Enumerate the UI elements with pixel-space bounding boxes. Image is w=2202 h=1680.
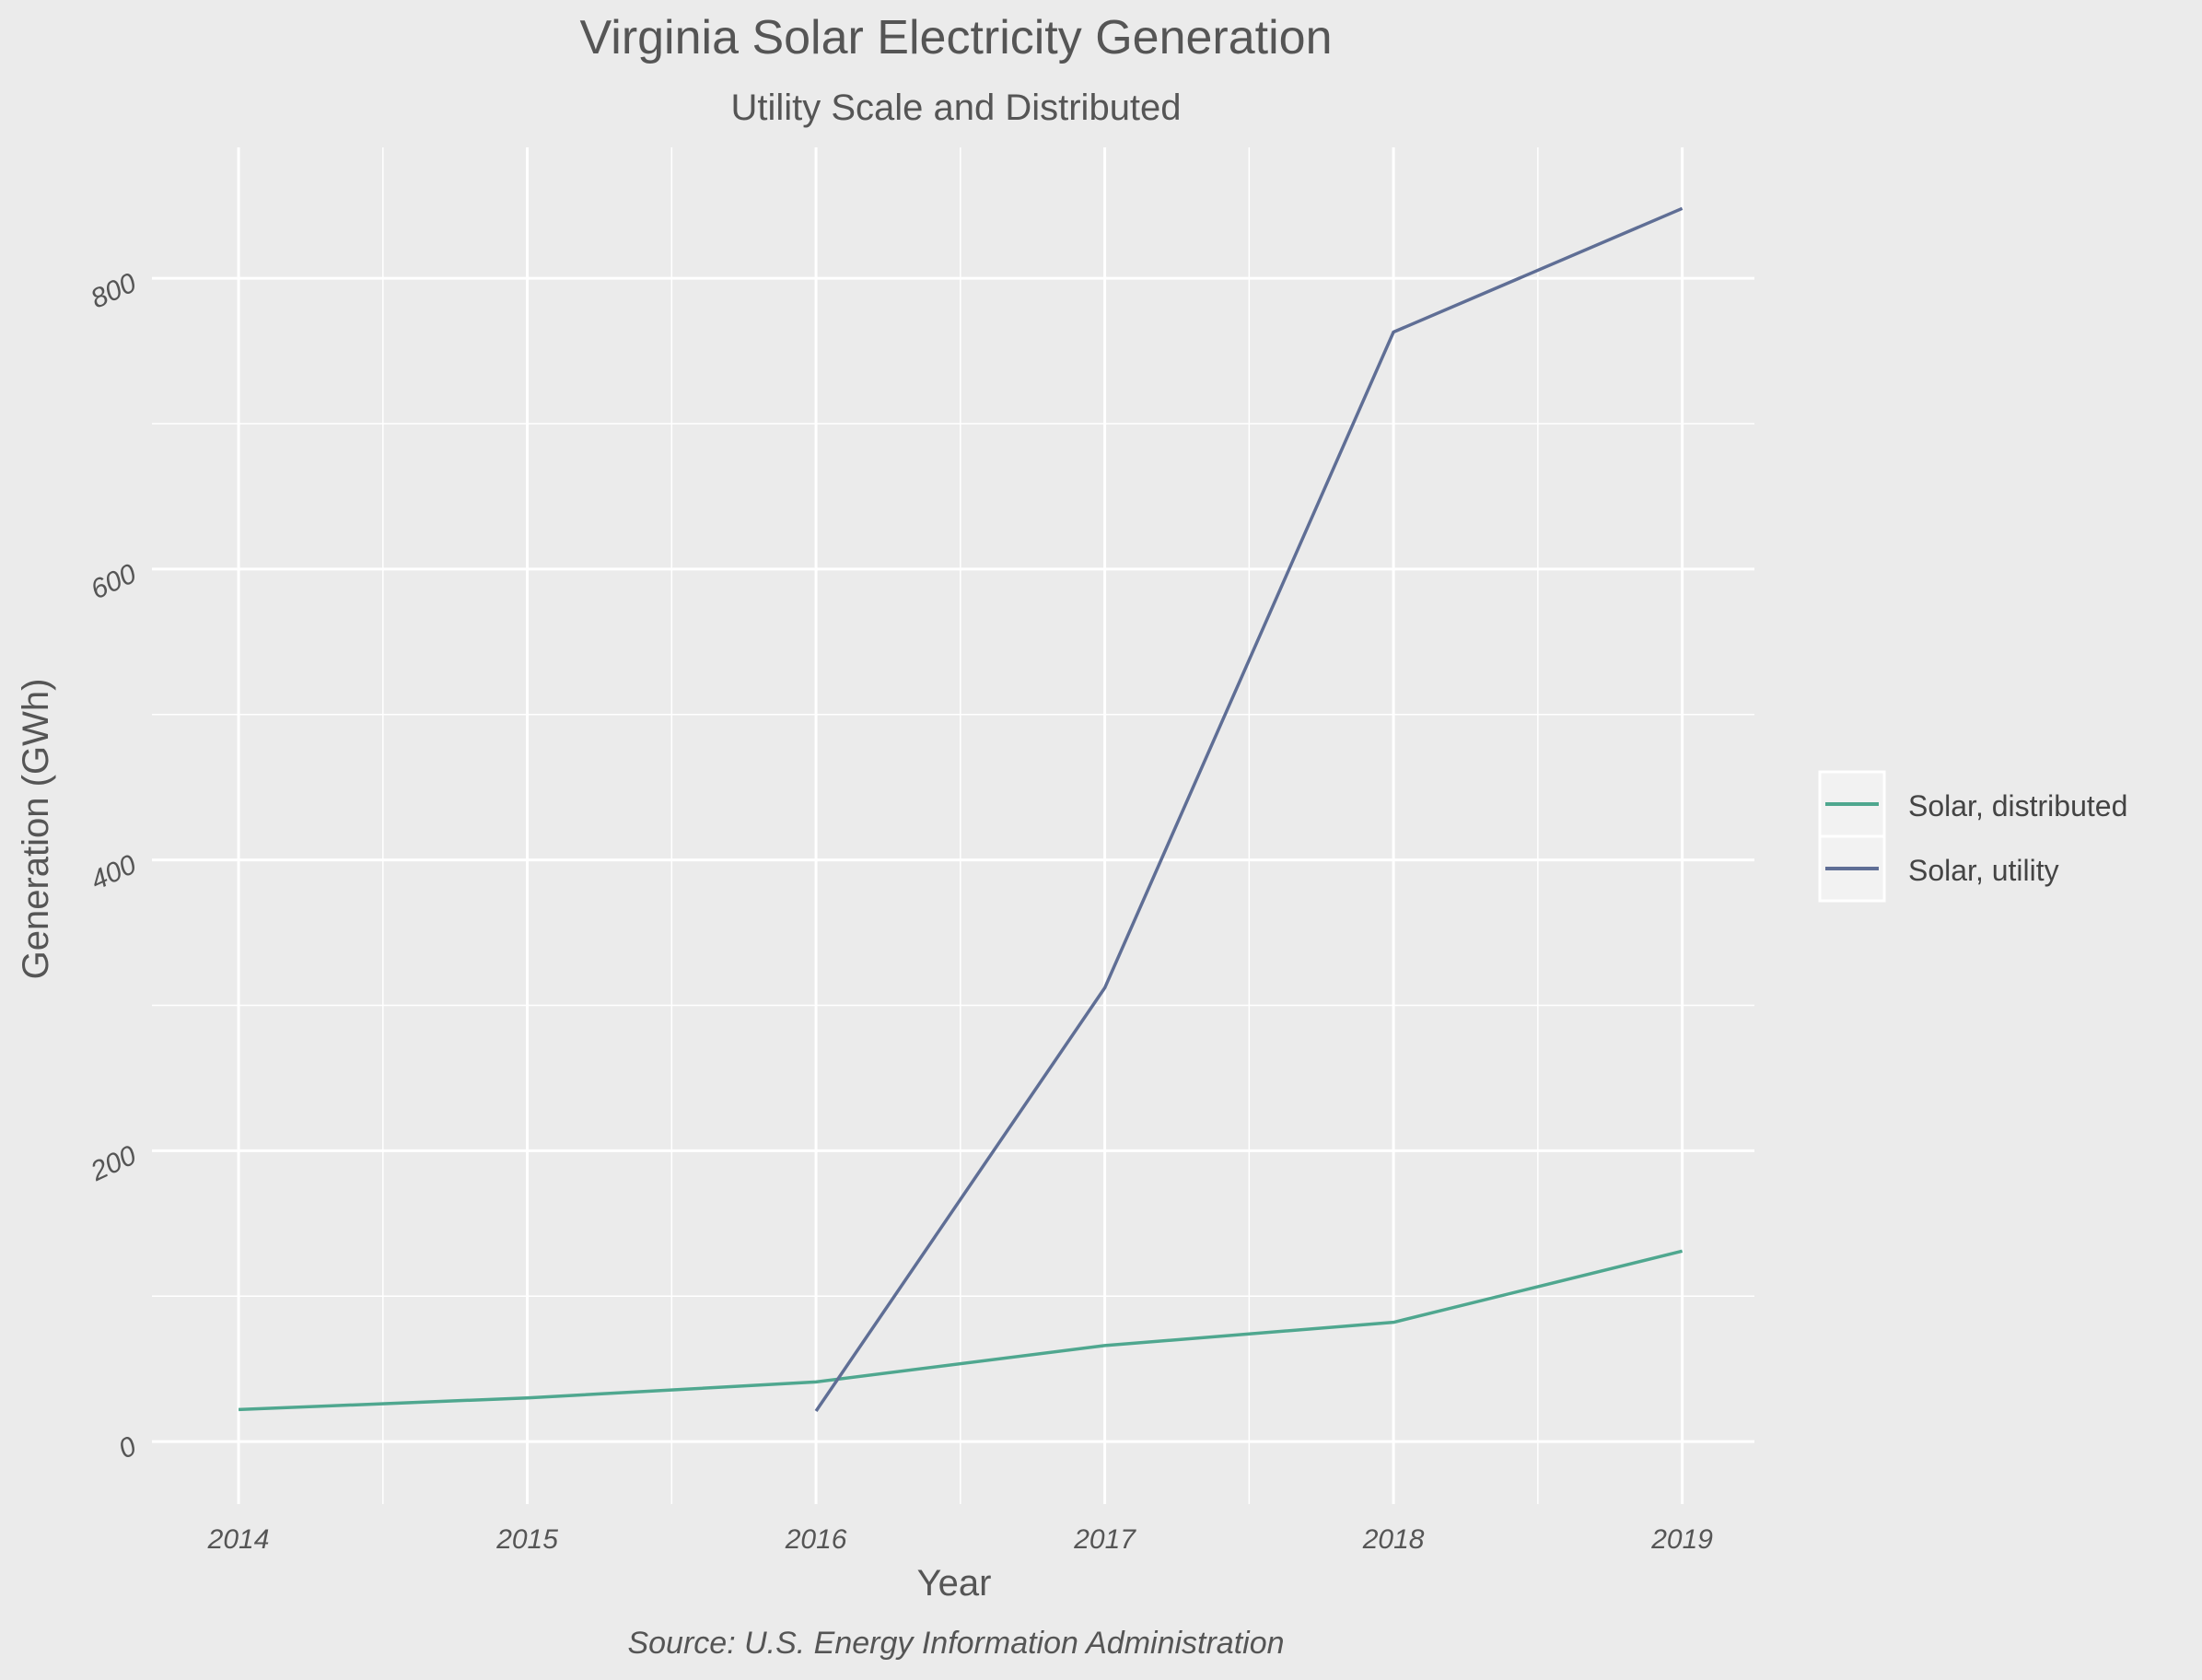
x-tick-label: 2015 <box>495 1524 558 1555</box>
x-tick-label: 2016 <box>785 1524 847 1555</box>
x-tick-label: 2018 <box>1362 1524 1425 1555</box>
series-line-solar-distributed <box>238 1249 1684 1412</box>
legend-label-solar-utility: Solar, utility <box>1908 854 2059 887</box>
chart-caption: Source: U.S. Energy Information Administ… <box>627 1626 1284 1661</box>
x-axis-title: Year <box>917 1563 992 1604</box>
chart-title: Virginia Solar Electricity Generation <box>580 11 1333 64</box>
x-tick-label: 2019 <box>1650 1524 1713 1555</box>
y-axis-title: Generation (GWh) <box>16 679 56 980</box>
x-tick-labels: 2014 2015 2016 2017 2018 2019 <box>207 1524 1714 1555</box>
x-tick-label: 2014 <box>207 1524 270 1555</box>
grid-lines <box>152 147 1754 1504</box>
legend: Solar, distributed Solar, utility <box>1818 770 2127 903</box>
x-tick-label: 2017 <box>1073 1524 1136 1555</box>
chart-subtitle: Utility Scale and Distributed <box>730 88 1181 128</box>
legend-label-solar-distributed: Solar, distributed <box>1908 789 2127 822</box>
plot-panel <box>152 147 1754 1504</box>
series-lines <box>238 206 1684 1412</box>
series-line-solar-utility <box>814 206 1684 1412</box>
